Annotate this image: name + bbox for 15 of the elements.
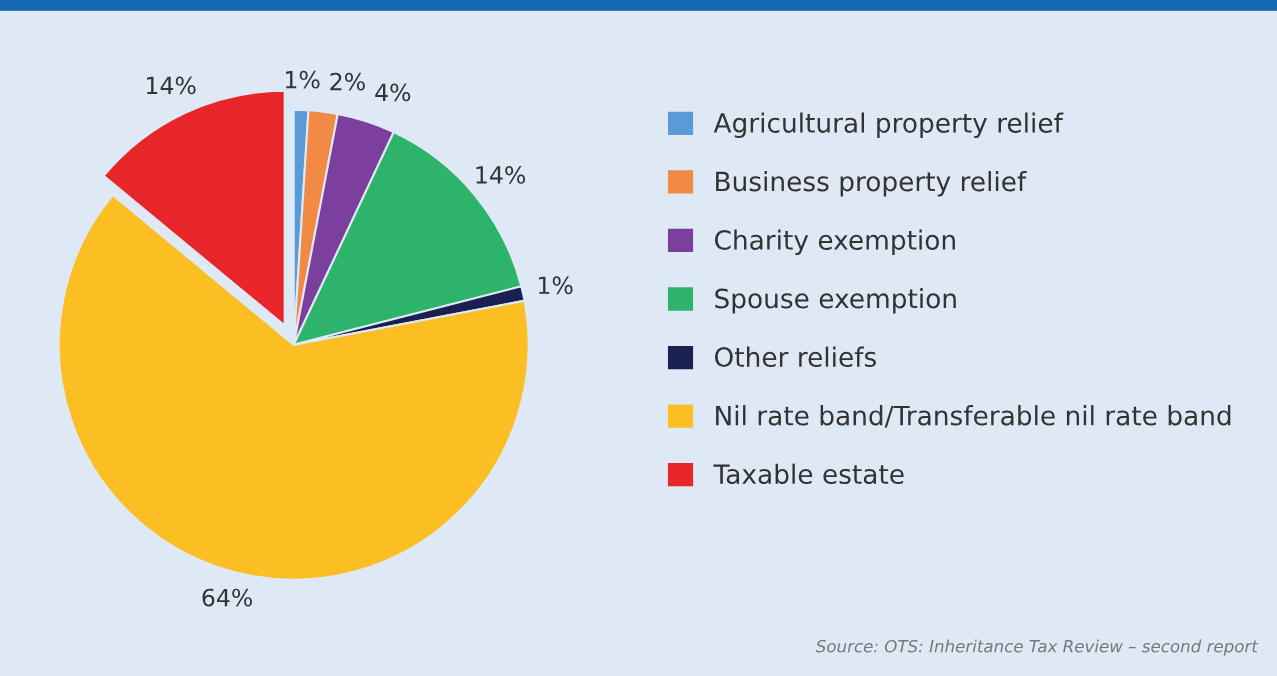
legend-label: Other reliefs [714, 346, 876, 368]
data-label: 1% [538, 276, 573, 295]
data-label: 2% [330, 72, 365, 91]
legend-label: Charity exemption [714, 229, 955, 256]
legend-label: Agricultural property relief [713, 112, 1064, 138]
data-label: 1% [285, 70, 320, 89]
legend-label: Spouse exemption [715, 288, 956, 314]
data-label: 14% [147, 76, 196, 95]
source-note: Source: OTS: Inheritance Tax Review – second report [815, 639, 1259, 656]
data-label: 4% [375, 83, 411, 102]
legend-label: Taxable estate [713, 463, 904, 485]
data-label: 64% [202, 588, 253, 607]
legend-label: Business property relief [716, 170, 1027, 197]
legend-label: Nil rate band/Transferable nil rate band [716, 405, 1231, 428]
data-label: 14% [476, 166, 526, 184]
